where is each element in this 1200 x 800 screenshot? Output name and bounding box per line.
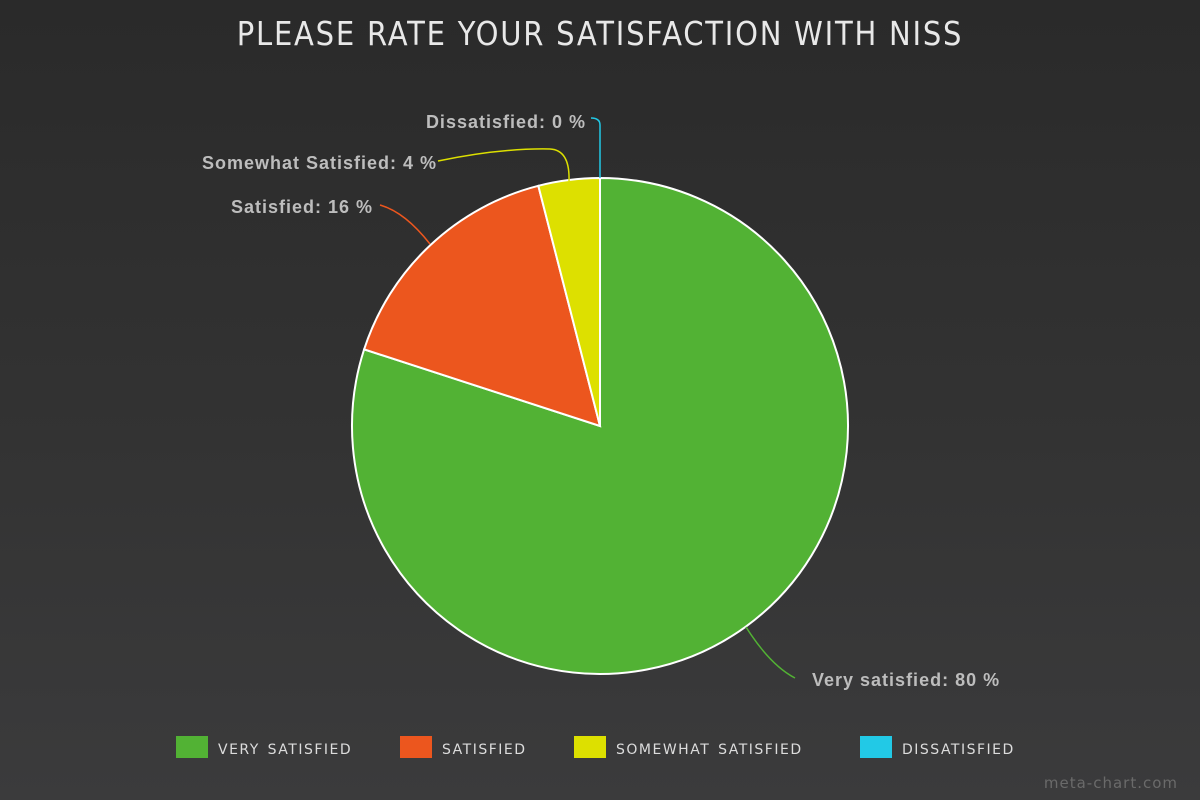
data-label-very-satisfied: Very satisfied: 80 % — [812, 670, 1000, 690]
legend-label-dissatisfied: dissatisfied — [902, 735, 1015, 759]
legend-swatch-very-satisfied — [176, 736, 208, 758]
legend-label-satisfied: satisfied — [442, 735, 527, 759]
leader-line-satisfied — [379, 204, 431, 245]
leader-line-somewhat-satisfied — [437, 148, 570, 182]
data-label-satisfied: Satisfied: 16 % — [231, 197, 373, 217]
leader-line-dissatisfied — [590, 117, 601, 178]
legend: very satisfied satisfied somewhat satisf… — [0, 734, 1200, 764]
legend-item-very-satisfied[interactable]: very satisfied — [176, 734, 352, 760]
legend-label-very-satisfied: very satisfied — [218, 735, 353, 759]
legend-item-satisfied[interactable]: satisfied — [400, 734, 527, 760]
pie-slice-very-satisfied[interactable] — [351, 176, 849, 675]
watermark: meta-chart.com — [1043, 774, 1178, 792]
pie-slice-satisfied[interactable] — [362, 184, 602, 428]
legend-swatch-dissatisfied — [860, 736, 892, 758]
data-label-dissatisfied: Dissatisfied: 0 % — [426, 112, 586, 132]
legend-swatch-somewhat-satisfied — [574, 736, 606, 758]
leader-line-very-satisfied — [745, 626, 796, 679]
data-label-somewhat-satisfied: Somewhat Satisfied: 4 % — [202, 153, 437, 173]
legend-item-dissatisfied[interactable]: dissatisfied — [860, 734, 1015, 760]
legend-swatch-satisfied — [400, 736, 432, 758]
legend-item-somewhat-satisfied[interactable]: somewhat satisfied — [574, 734, 803, 760]
chart-title: PLEASE RATE YOUR SATISFACTION WITH NISS — [236, 14, 964, 53]
legend-label-somewhat-satisfied: somewhat satisfied — [616, 735, 803, 759]
